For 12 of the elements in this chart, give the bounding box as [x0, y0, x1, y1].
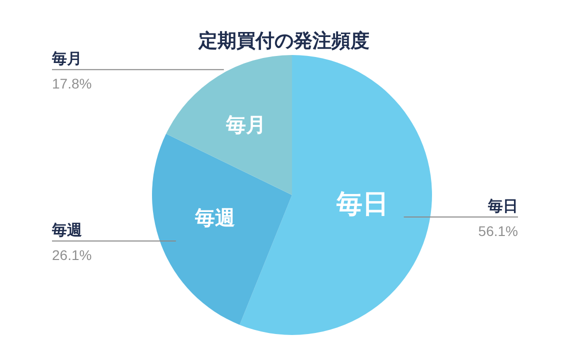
pie-slice	[166, 55, 292, 195]
slice-label: 毎週	[51, 221, 83, 240]
pie-slice	[152, 134, 292, 325]
slice-label: 毎週	[194, 206, 236, 230]
slice-label: 毎日	[487, 197, 518, 216]
data-label: 26.1%	[52, 247, 92, 264]
slice-label: 毎月	[225, 112, 266, 137]
data-label: 56.1%	[478, 223, 518, 240]
slice-label: 毎日	[336, 190, 389, 220]
data-label: 17.8%	[52, 76, 92, 92]
slice-label: 毎月	[51, 50, 82, 68]
chart-title: 定期買付の発注頻度	[198, 30, 370, 52]
